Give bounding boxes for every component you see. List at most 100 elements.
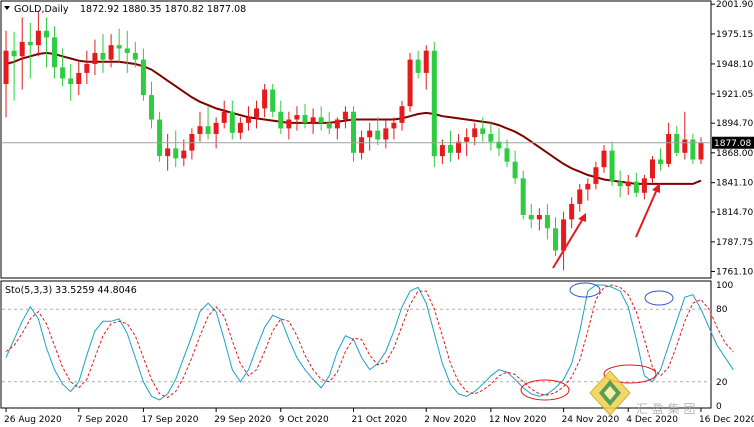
candle-body	[76, 72, 82, 85]
date-tick-label: 16 Dec 2020	[699, 415, 754, 425]
candle	[399, 100, 405, 131]
candle	[157, 111, 163, 162]
price-tick-label: 1948.10	[716, 60, 753, 70]
candle	[278, 100, 284, 134]
candle	[181, 139, 187, 167]
candle-body	[407, 59, 413, 107]
candle	[334, 117, 340, 140]
candle-body	[140, 59, 146, 96]
candle-body	[350, 111, 357, 153]
candle	[342, 106, 348, 129]
candle	[11, 31, 17, 101]
candle	[84, 50, 90, 85]
candle	[76, 61, 82, 96]
price-tick-label: 1787.75	[716, 238, 753, 248]
price-tick-label: 1761.10	[716, 267, 753, 277]
candle-body	[11, 50, 17, 57]
circle-blue-1	[569, 282, 601, 298]
candle-body	[181, 150, 187, 159]
stoch-level-label: 0	[716, 402, 722, 412]
candle-body	[157, 119, 163, 157]
candle	[189, 128, 195, 160]
candle	[423, 45, 429, 90]
candle-body	[359, 137, 365, 153]
candle-body	[92, 52, 98, 65]
candle-body	[84, 64, 90, 73]
price-tick-label: 1868.00	[716, 149, 753, 159]
candle-body	[520, 178, 526, 215]
date-axis: 26 Aug 2020 7 Sep 2020 17 Sep 2020 29 Sep 2…	[4, 408, 754, 425]
watermark-text: 汇 盈 集 团	[636, 401, 695, 416]
candle-body	[270, 89, 276, 112]
candle-body	[262, 89, 268, 109]
candle-body	[302, 115, 308, 123]
price-tick-label: 1814.70	[716, 208, 753, 218]
candle-body	[148, 95, 154, 120]
candle-body	[488, 133, 494, 142]
candle-body	[658, 159, 664, 164]
candle-body	[682, 139, 688, 153]
candle	[35, 10, 41, 57]
candle	[52, 26, 58, 79]
stoch-panel-frame	[0, 280, 712, 409]
candle-body	[504, 148, 510, 162]
candle-body	[690, 139, 696, 160]
candle	[625, 175, 631, 195]
candle-body	[553, 228, 559, 251]
candle-body	[391, 122, 397, 129]
candle-body	[19, 41, 25, 57]
candle	[132, 41, 138, 68]
candle-body	[173, 148, 179, 159]
candle	[302, 103, 308, 129]
candle-body	[326, 122, 332, 129]
candle-body	[245, 117, 251, 123]
candle-body	[165, 148, 171, 157]
date-tick-label: 21 Oct 2020	[352, 415, 408, 425]
candle-body	[674, 133, 680, 153]
candle	[544, 203, 550, 240]
candle-body	[601, 150, 607, 168]
candle	[375, 117, 381, 146]
candle	[666, 122, 672, 168]
candle-body	[294, 115, 300, 120]
candle	[641, 175, 647, 200]
candle	[561, 211, 567, 271]
candle-body	[100, 52, 106, 60]
candle-body	[585, 183, 591, 190]
candle	[68, 64, 74, 101]
candle	[3, 30, 9, 118]
candle-body	[512, 161, 518, 179]
candle	[173, 130, 179, 168]
stoch-signal-line	[5, 284, 734, 399]
candle-body	[197, 126, 203, 134]
candle	[245, 106, 251, 131]
main-panel-frame	[0, 0, 712, 279]
stoch-grid	[2, 308, 711, 383]
candle-body	[536, 214, 542, 220]
candle	[391, 117, 397, 140]
candle-body	[544, 214, 550, 229]
candle	[415, 50, 421, 79]
candle	[140, 48, 146, 101]
candle-body	[641, 178, 647, 193]
candle	[690, 133, 696, 164]
candle	[480, 117, 486, 142]
price-tick-label: 2001.90	[716, 0, 753, 10]
candle-body	[496, 141, 502, 149]
candle-body	[35, 30, 41, 46]
candle	[520, 170, 526, 220]
candle	[633, 172, 639, 198]
candle	[60, 48, 66, 87]
candle-body	[447, 145, 453, 153]
watermark-logo-icon	[589, 370, 631, 416]
symbol-label: GOLD,Daily	[14, 4, 69, 15]
candle	[350, 106, 357, 162]
annotation-arrows	[552, 183, 660, 269]
candle	[310, 108, 316, 134]
candle-body	[318, 117, 324, 123]
candle-body	[116, 45, 122, 49]
candle	[674, 126, 680, 157]
candle-body	[698, 142, 704, 160]
circle-red-2	[603, 364, 657, 384]
candle-body	[569, 203, 575, 220]
